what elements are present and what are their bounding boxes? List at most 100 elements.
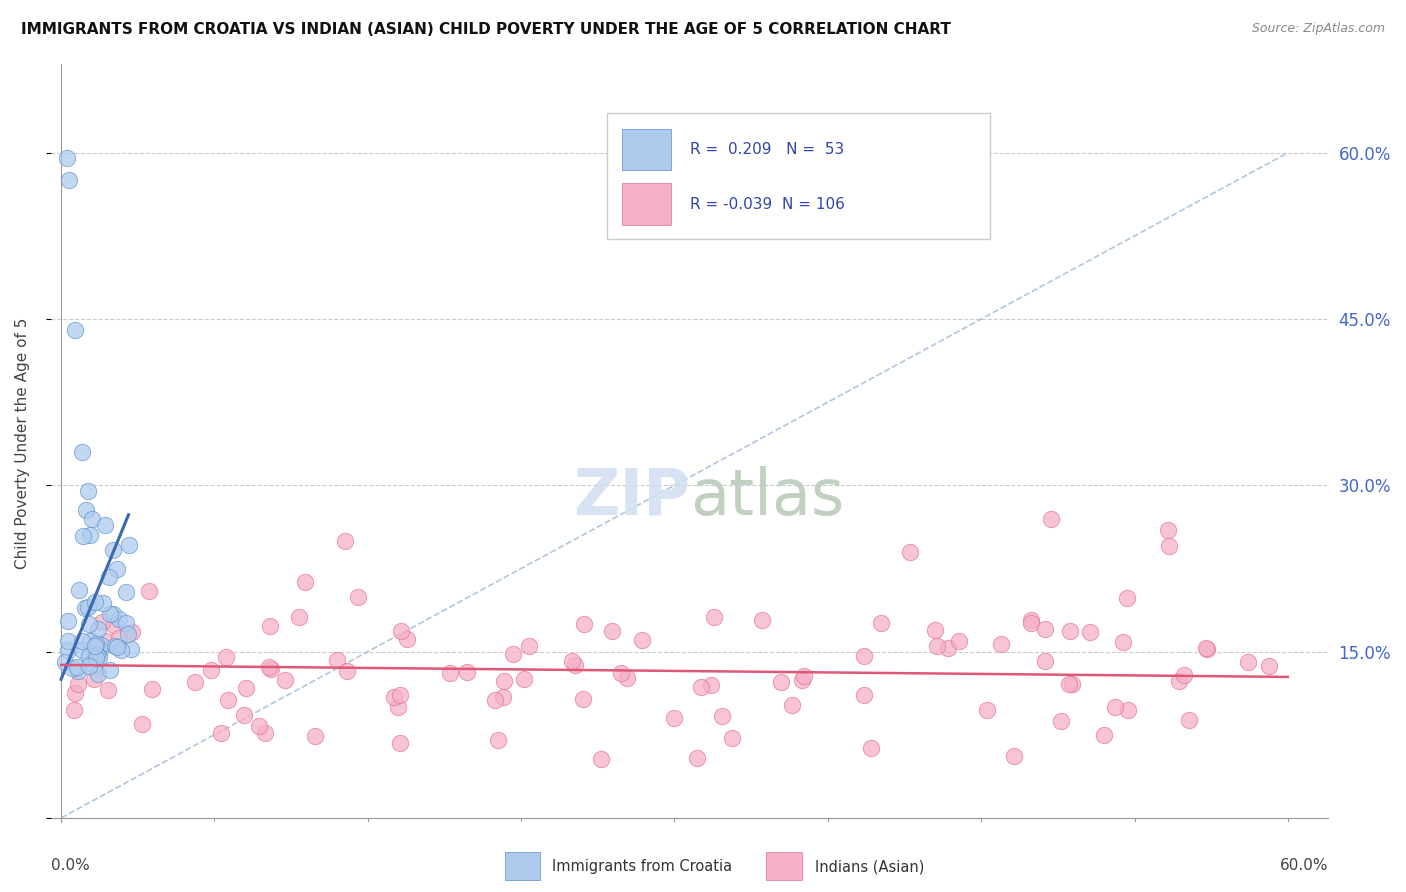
Point bbox=[253, 726, 276, 740]
Point bbox=[83, 640, 105, 654]
Point bbox=[62, 703, 84, 717]
Point bbox=[869, 615, 891, 630]
Point bbox=[384, 690, 406, 704]
Point bbox=[73, 600, 96, 615]
Point bbox=[790, 673, 813, 687]
Point bbox=[232, 708, 254, 723]
Text: atlas: atlas bbox=[690, 466, 844, 528]
Point bbox=[72, 529, 94, 543]
Point bbox=[82, 640, 104, 655]
Point bbox=[1078, 625, 1101, 640]
Point bbox=[98, 663, 121, 677]
Point bbox=[101, 542, 124, 557]
Point bbox=[131, 717, 153, 731]
Point bbox=[138, 584, 160, 599]
Point bbox=[108, 612, 131, 626]
Text: 60.0%: 60.0% bbox=[1281, 857, 1329, 872]
Point bbox=[700, 678, 723, 692]
Point bbox=[600, 624, 623, 638]
Point bbox=[247, 719, 270, 733]
Point bbox=[1062, 677, 1084, 691]
Point bbox=[259, 619, 281, 633]
Point bbox=[90, 639, 112, 653]
Point bbox=[990, 636, 1012, 650]
Point bbox=[517, 639, 540, 653]
Point bbox=[1059, 624, 1081, 639]
Point bbox=[105, 562, 128, 576]
Point bbox=[387, 700, 409, 714]
Point bbox=[91, 615, 114, 629]
Point bbox=[491, 690, 513, 705]
Point bbox=[1104, 699, 1126, 714]
Point bbox=[118, 538, 141, 552]
Point bbox=[94, 634, 117, 648]
Text: 0.0%: 0.0% bbox=[51, 857, 90, 872]
Point bbox=[70, 445, 93, 459]
Point bbox=[83, 658, 105, 673]
Point bbox=[83, 650, 105, 665]
Bar bbox=[621, 128, 671, 170]
Point bbox=[513, 672, 536, 686]
Point bbox=[287, 609, 309, 624]
Point bbox=[79, 633, 101, 648]
Point bbox=[72, 634, 94, 648]
Point bbox=[184, 675, 207, 690]
Point bbox=[200, 663, 222, 677]
Point bbox=[84, 595, 107, 609]
Point bbox=[90, 642, 112, 657]
Point bbox=[782, 698, 804, 712]
Point bbox=[257, 660, 280, 674]
Point bbox=[589, 751, 612, 765]
Point bbox=[77, 617, 100, 632]
Point bbox=[1050, 714, 1073, 729]
Point bbox=[572, 692, 595, 706]
Point bbox=[631, 633, 654, 648]
Point bbox=[97, 682, 120, 697]
Point bbox=[1173, 667, 1195, 681]
Point bbox=[484, 693, 506, 707]
Point bbox=[610, 665, 633, 680]
Bar bbox=[766, 852, 803, 880]
Point bbox=[120, 642, 142, 657]
Point bbox=[63, 686, 86, 700]
Point bbox=[67, 583, 90, 598]
Point bbox=[141, 682, 163, 697]
Point bbox=[66, 665, 89, 679]
Point bbox=[853, 688, 876, 702]
Point bbox=[70, 643, 93, 657]
Bar bbox=[505, 852, 540, 880]
Point bbox=[710, 708, 733, 723]
Point bbox=[561, 654, 583, 668]
Point bbox=[616, 671, 638, 685]
Point bbox=[395, 632, 418, 646]
Point bbox=[486, 733, 509, 747]
Point bbox=[56, 634, 79, 648]
Point bbox=[1257, 659, 1279, 673]
Point bbox=[347, 590, 370, 604]
FancyBboxPatch shape bbox=[607, 113, 990, 239]
Point bbox=[80, 511, 103, 525]
Point bbox=[56, 614, 79, 628]
Point bbox=[104, 639, 127, 653]
Point bbox=[83, 673, 105, 687]
Point bbox=[1159, 539, 1181, 553]
Point bbox=[948, 634, 970, 648]
Point bbox=[793, 669, 815, 683]
Point bbox=[1019, 613, 1042, 627]
Point bbox=[1033, 653, 1056, 667]
Point bbox=[76, 483, 98, 498]
Point bbox=[209, 725, 232, 739]
Point bbox=[89, 650, 111, 665]
Point bbox=[751, 613, 773, 627]
Point bbox=[1039, 511, 1062, 525]
Point bbox=[720, 731, 742, 745]
Point bbox=[572, 617, 595, 632]
Point bbox=[121, 624, 143, 639]
Point bbox=[502, 648, 524, 662]
Point bbox=[333, 533, 356, 548]
Point bbox=[87, 622, 110, 636]
Point bbox=[58, 173, 80, 187]
Text: ZIP: ZIP bbox=[572, 466, 690, 528]
Point bbox=[1236, 655, 1258, 669]
Bar bbox=[621, 183, 671, 225]
